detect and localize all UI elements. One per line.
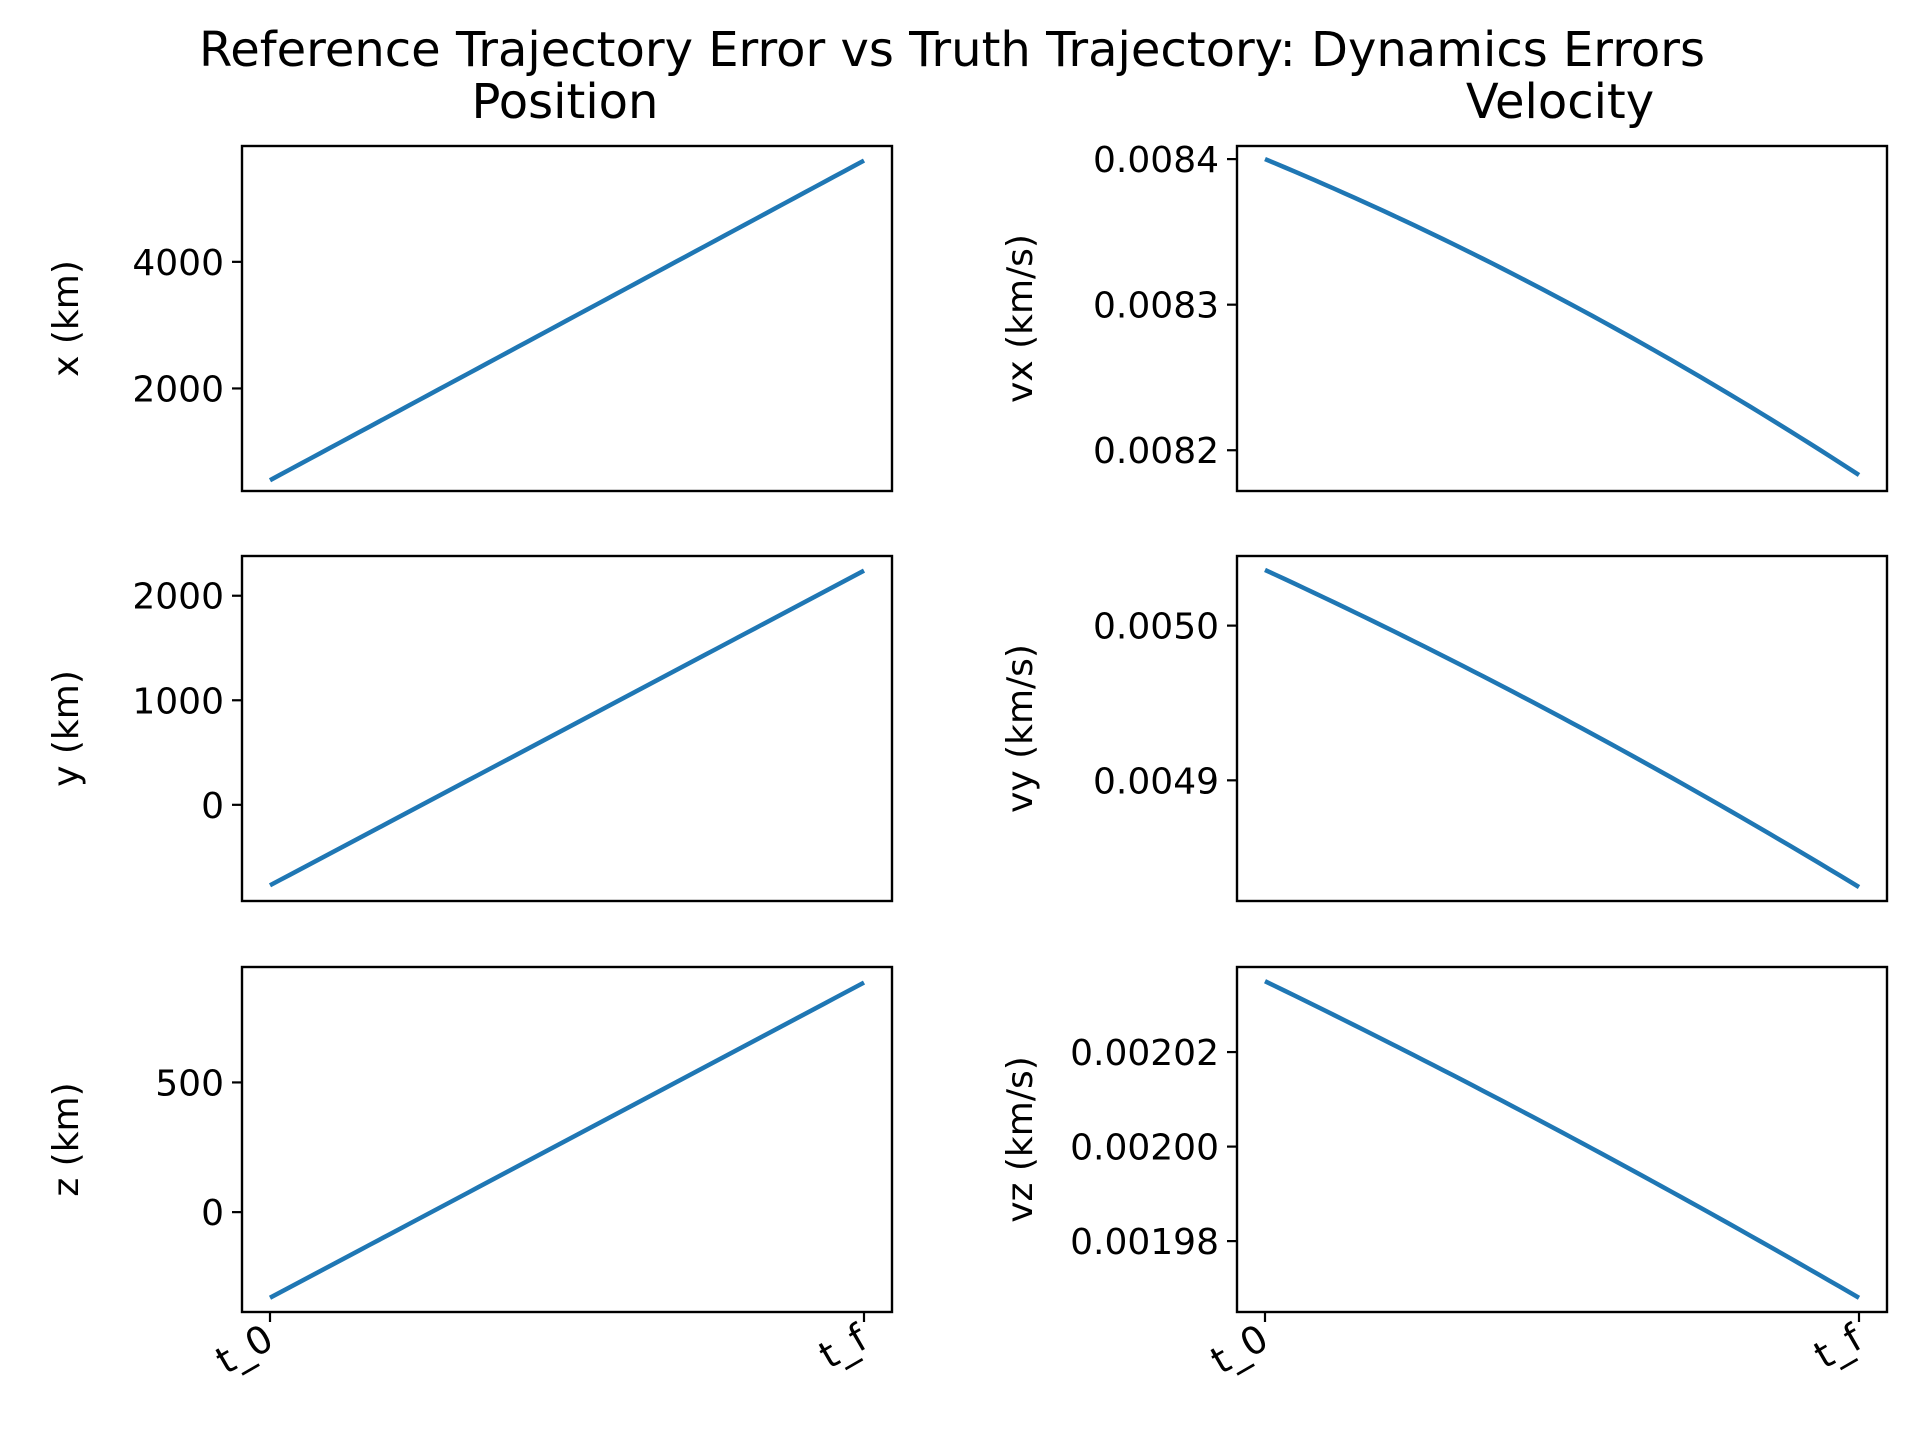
ytick-label-vx: 0.0084	[1093, 140, 1219, 181]
velocity-column-title: Velocity	[1466, 74, 1654, 130]
series-line-y	[268, 568, 866, 888]
subplot-z: 0 500 z (km) t_0 t_f	[46, 965, 894, 1383]
ylabel-vz: vz (km/s)	[1000, 1056, 1041, 1223]
ytick-label-vy: 0.0049	[1093, 761, 1219, 802]
subplot-vx: 0.0082 0.0083 0.0084 vx (km/s)	[1000, 140, 1889, 493]
xtick-label-vz: t_f	[1807, 1315, 1871, 1378]
ylabel-y: y (km)	[46, 670, 87, 787]
series-line-vx	[1264, 157, 1861, 477]
axes-frame-x	[240, 144, 894, 493]
xtick-label-z: t_0	[208, 1316, 280, 1383]
ylabel-vy: vy (km/s)	[1000, 644, 1041, 813]
axes-frame-vx	[1235, 144, 1889, 493]
ytick-label-vx: 0.0082	[1093, 431, 1219, 472]
ytick-label-vz: 0.00200	[1070, 1128, 1219, 1169]
series-line-vz	[1264, 979, 1861, 1300]
ytick-label-y: 2000	[132, 577, 224, 618]
ylabel-vx: vx (km/s)	[1000, 234, 1041, 403]
axes-frame-vy	[1235, 554, 1889, 903]
ylabel-z: z (km)	[46, 1082, 87, 1196]
position-column-title: Position	[472, 74, 659, 130]
ytick-label-x: 4000	[132, 243, 224, 284]
xtick-label-z: t_f	[812, 1315, 876, 1378]
xtick-label-vz: t_0	[1203, 1316, 1275, 1383]
subplot-vz: 0.00198 0.00200 0.00202 vz (km/s) t_0 t_f	[1000, 965, 1889, 1383]
ytick-label-x: 2000	[132, 369, 224, 410]
subplot-y: 0 1000 2000 y (km)	[46, 554, 894, 903]
series-line-x	[268, 158, 866, 483]
subplot-x: 2000 4000 x (km)	[46, 144, 894, 493]
subplot-grid: 2000 4000 x (km) 0.0082 0.0083 0.0084 vx (km/s…	[46, 140, 1889, 1383]
ytick-label-vz: 0.00198	[1070, 1222, 1219, 1263]
axes-frame-z	[240, 965, 894, 1314]
ytick-label-y: 0	[201, 786, 224, 827]
axes-frame-vz	[1235, 965, 1889, 1314]
ytick-label-vx: 0.0083	[1093, 286, 1219, 327]
ytick-label-y: 1000	[132, 681, 224, 722]
ytick-label-vy: 0.0050	[1093, 607, 1219, 648]
axes-frame-y	[240, 554, 894, 903]
series-line-vy	[1264, 567, 1861, 890]
figure-title: Reference Trajectory Error vs Truth Traj…	[199, 22, 1705, 78]
ytick-label-z: 500	[155, 1063, 224, 1104]
ylabel-x: x (km)	[46, 260, 87, 377]
ytick-label-vz: 0.00202	[1070, 1033, 1219, 1074]
ytick-label-z: 0	[201, 1193, 224, 1234]
subplot-vy: 0.0049 0.0050 vy (km/s)	[1000, 554, 1889, 903]
series-line-z	[268, 980, 866, 1300]
